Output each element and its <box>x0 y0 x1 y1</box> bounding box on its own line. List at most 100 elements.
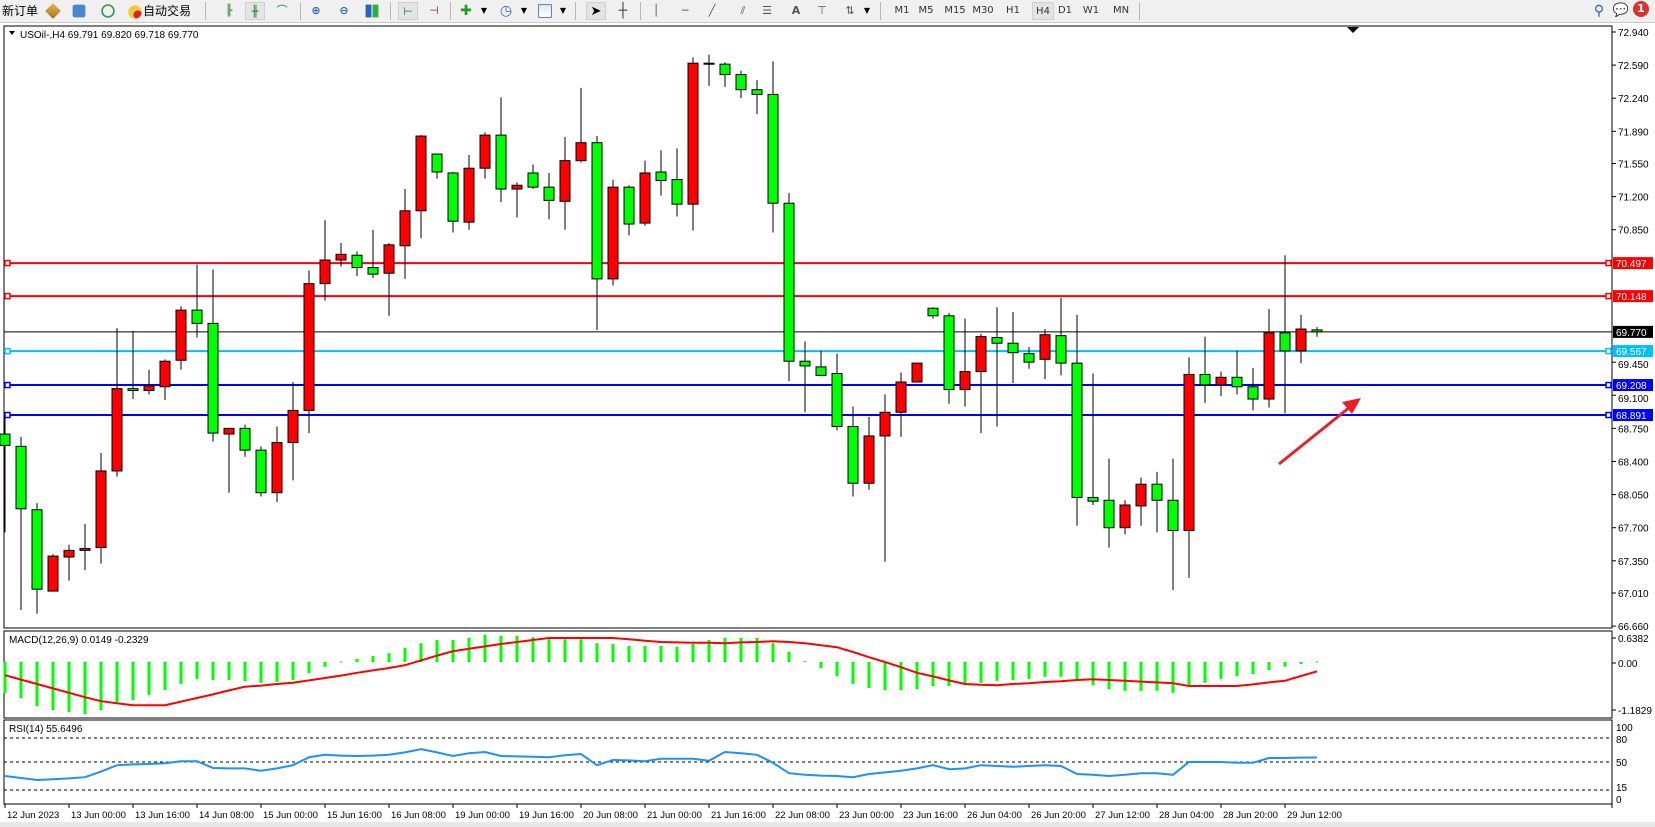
timeframe-m15[interactable]: M15 <box>944 5 966 16</box>
rsi-tick-label: 15 <box>1616 783 1628 794</box>
macd-histogram-bar <box>1091 662 1095 686</box>
macd-histogram-bar <box>1075 662 1079 680</box>
macd-histogram-bar <box>1043 662 1047 677</box>
candle-body <box>1055 335 1067 364</box>
chart-menu-triangle-icon[interactable] <box>9 31 15 35</box>
macd-histogram-bar <box>275 662 279 682</box>
macd-histogram-bar <box>595 643 599 662</box>
timeframe-mn[interactable]: MN <box>1112 5 1130 16</box>
tile-windows-icon[interactable] <box>363 2 381 20</box>
candlestick-icon[interactable]: ╫ <box>245 2 265 20</box>
candle-body <box>239 427 251 451</box>
search-icon[interactable]: ⚲ <box>1593 3 1605 19</box>
crosshair-icon[interactable]: ┼ <box>618 3 628 19</box>
macd-tick-label: 0.00 <box>1618 659 1638 670</box>
signals-icon[interactable] <box>99 2 117 20</box>
macd-histogram-bar <box>371 656 375 662</box>
candle-body <box>543 186 555 201</box>
macd-histogram-bar <box>1139 662 1143 691</box>
macd-histogram-bar <box>259 662 263 683</box>
auto-trading-icon <box>128 5 142 19</box>
annotation-arrow-head[interactable] <box>1342 398 1361 414</box>
candle-body <box>831 373 843 427</box>
text-icon[interactable]: A <box>791 4 801 17</box>
timeframe-w1[interactable]: W1 <box>1082 5 1100 16</box>
market-watch-icon[interactable] <box>44 2 62 20</box>
bar-chart-icon[interactable]: ╟ <box>225 4 233 17</box>
macd-histogram-bar <box>1059 662 1063 677</box>
macd-histogram-bar <box>147 662 151 695</box>
price-line-label: 70.497 <box>1616 259 1647 270</box>
zoom-out-icon[interactable]: ⊖ <box>339 4 349 17</box>
line-handle-left[interactable] <box>4 381 11 389</box>
candle-body <box>847 425 859 484</box>
candle-body <box>223 427 235 435</box>
macd-histogram-bar <box>227 662 231 680</box>
auto-trading-button[interactable]: 自动交易 <box>127 2 201 20</box>
timeframe-m1[interactable]: M1 <box>894 5 910 16</box>
candle-body <box>815 366 827 376</box>
candle-body <box>703 62 715 65</box>
line-handle-right[interactable] <box>1605 381 1612 389</box>
periods-dropdown[interactable]: ▼ <box>520 6 528 15</box>
line-handle-left[interactable] <box>4 259 11 267</box>
macd-histogram-bar <box>739 638 743 662</box>
templates-dropdown[interactable]: ▼ <box>559 6 567 15</box>
horizontal-line-icon[interactable]: ─ <box>681 4 689 17</box>
rsi-label: RSI(14) 55.6496 <box>9 724 83 735</box>
arrows-dropdown[interactable]: ▼ <box>863 6 871 15</box>
line-handle-left[interactable] <box>4 411 11 419</box>
chart-shift-icon[interactable]: ⊢ <box>398 2 418 20</box>
macd-histogram-bar <box>979 662 983 683</box>
timeframe-d1[interactable]: D1 <box>1057 5 1073 16</box>
macd-signal-line <box>4 637 1318 707</box>
text-label-icon[interactable]: ⊤ <box>817 4 827 17</box>
new-chart-dropdown[interactable]: ▼ <box>480 6 488 15</box>
navigator-icon[interactable] <box>70 2 88 20</box>
macd-histogram-bar <box>531 637 535 662</box>
chart-shift-marker[interactable] <box>1347 27 1359 33</box>
fibo-channel-icon[interactable]: ⫽ <box>740 4 746 17</box>
chart-window[interactable]: 72.940 72.590 72.240 71.890 71.550 71.200 70.8… <box>0 23 1655 822</box>
line-chart-icon[interactable]: ⌒ <box>276 4 288 17</box>
arrows-icon[interactable]: ⇅ <box>845 4 855 17</box>
vertical-line-icon[interactable]: │ <box>652 4 660 17</box>
price-line-tag <box>1613 345 1653 358</box>
candle-body <box>1279 332 1291 352</box>
candle-body <box>431 153 443 173</box>
time-tick-label: 28 Jun 04:00 <box>1159 810 1214 821</box>
candle-body <box>63 549 75 558</box>
new-chart-icon[interactable]: ✚ <box>460 3 472 19</box>
macd-histogram-bar <box>803 661 807 663</box>
candle-body <box>783 202 795 362</box>
macd-histogram-bar <box>163 662 167 690</box>
price-chart[interactable]: 72.940 72.590 72.240 71.890 71.550 71.200 70.8… <box>0 23 1655 822</box>
price-tick-label: 72.590 <box>1618 61 1649 72</box>
line-handle-left[interactable] <box>4 347 11 355</box>
macd-histogram-bar <box>1187 662 1191 686</box>
macd-histogram-bar <box>867 662 871 688</box>
fibo-retracement-icon[interactable]: ☰ <box>762 4 772 17</box>
periods-icon[interactable]: ◷ <box>499 3 513 19</box>
candle-body <box>863 435 875 484</box>
cursor-icon[interactable]: ➤ <box>586 2 606 20</box>
autoscroll-icon[interactable]: ⊣ <box>429 4 439 17</box>
annotation-arrow-line[interactable] <box>1278 405 1351 466</box>
templates-icon[interactable] <box>536 2 554 20</box>
notifications-icon[interactable]: 💬 <box>1612 3 1630 18</box>
line-handle-right[interactable] <box>1605 259 1612 267</box>
candle-body <box>1295 328 1307 352</box>
candle-body <box>495 134 507 190</box>
new-order-button[interactable]: 新订单 <box>1 4 38 18</box>
macd-histogram-bar <box>3 662 7 694</box>
line-handle-right[interactable] <box>1605 292 1612 300</box>
zoom-in-icon[interactable]: ⊕ <box>311 4 321 17</box>
timeframe-h4[interactable]: H4 <box>1032 2 1054 20</box>
timeframe-m5[interactable]: M5 <box>918 5 934 16</box>
timeframe-m30[interactable]: M30 <box>972 5 994 16</box>
line-handle-right[interactable] <box>1605 411 1612 419</box>
timeframe-h1[interactable]: H1 <box>1006 5 1020 16</box>
line-handle-right[interactable] <box>1605 347 1612 355</box>
line-handle-left[interactable] <box>4 292 11 300</box>
trendline-icon[interactable]: ╱ <box>708 4 716 17</box>
